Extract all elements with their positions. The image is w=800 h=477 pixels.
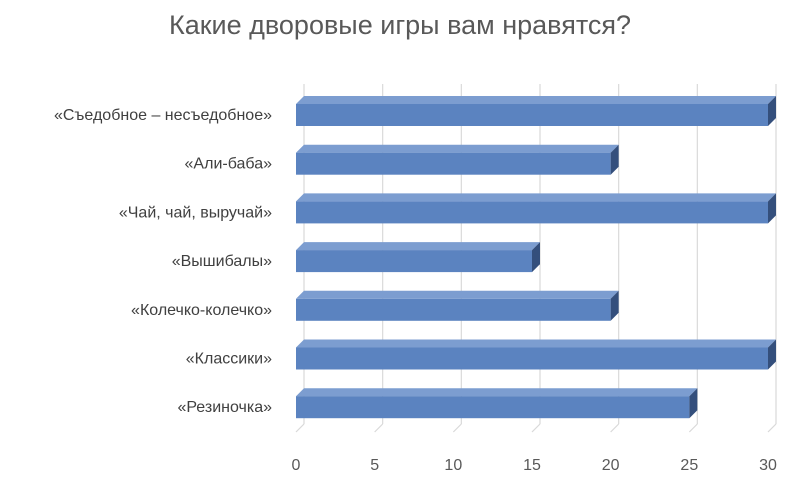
category-label: «Колечко-колечко» bbox=[131, 302, 272, 319]
x-tick-label: 5 bbox=[370, 457, 379, 474]
category-label: «Классики» bbox=[186, 351, 272, 368]
category-labels: «Съедобное – несъедобное» «Али-баба» «Чай,… bbox=[54, 107, 272, 416]
floor-gridline bbox=[531, 423, 541, 433]
bar bbox=[296, 388, 698, 419]
bar bbox=[296, 96, 776, 126]
floor-gridline bbox=[452, 423, 462, 433]
floor-gridline bbox=[374, 423, 384, 433]
floor-gridline bbox=[688, 423, 698, 433]
category-label: «Вышибалы» bbox=[172, 253, 272, 270]
floor-gridline bbox=[610, 423, 620, 433]
x-tick-label: 0 bbox=[292, 457, 301, 474]
x-tick-label: 10 bbox=[444, 457, 462, 474]
chart-title: Какие дворовые игры вам нравятся? bbox=[168, 10, 632, 40]
bar bbox=[296, 339, 776, 370]
x-tick-label: 15 bbox=[523, 457, 541, 474]
category-label: «Резиночка» bbox=[177, 399, 272, 416]
bar bbox=[296, 242, 540, 273]
x-tick-label: 30 bbox=[759, 457, 777, 474]
category-label: «Съедобное – несъедобное» bbox=[54, 107, 272, 124]
floor-gridline bbox=[767, 423, 777, 433]
x-tick-label: 20 bbox=[602, 457, 620, 474]
bars bbox=[296, 96, 776, 419]
x-tick-labels: 0 5 10 15 20 25 30 bbox=[292, 457, 777, 474]
x-tick-label: 25 bbox=[680, 457, 698, 474]
bar bbox=[296, 290, 619, 321]
bar bbox=[296, 193, 776, 224]
floor-gridline bbox=[295, 423, 305, 433]
category-label: «Али-баба» bbox=[185, 156, 273, 173]
category-label: «Чай, чай, выручай» bbox=[119, 204, 272, 221]
bar bbox=[296, 144, 619, 175]
